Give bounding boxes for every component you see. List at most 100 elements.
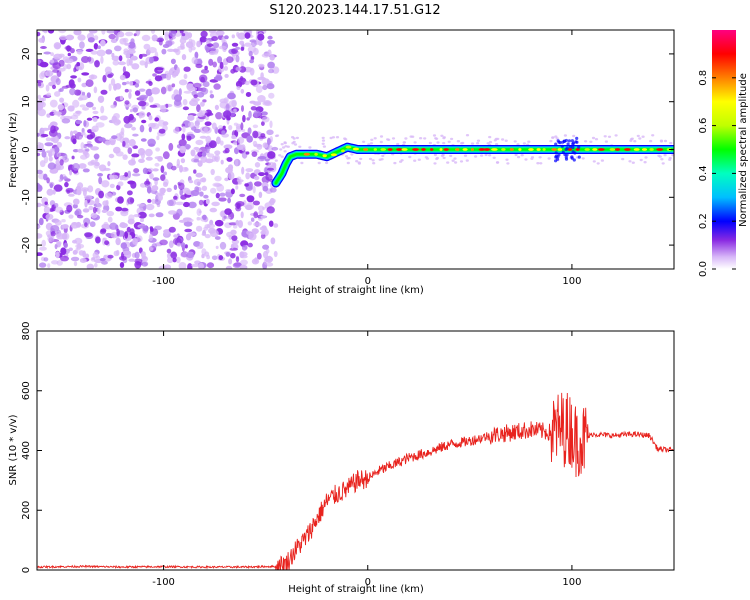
noise-speck <box>40 46 47 49</box>
band-speck <box>555 137 559 140</box>
noise-speck <box>77 148 84 153</box>
noise-speck <box>37 169 43 175</box>
noise-speck <box>131 153 140 158</box>
noise-speck <box>268 161 275 168</box>
band-speck <box>669 141 673 145</box>
band-speck <box>577 145 581 149</box>
noise-speck <box>190 149 196 157</box>
noise-speck <box>47 234 53 238</box>
noise-speck <box>136 235 143 242</box>
noise-speck <box>195 149 202 153</box>
noise-speck <box>85 79 94 87</box>
noise-speck <box>50 125 56 134</box>
band-speck <box>357 161 361 164</box>
noise-speck <box>206 223 215 229</box>
noise-speck <box>219 61 224 70</box>
noise-speck <box>235 66 242 72</box>
band-speck <box>465 134 470 137</box>
band-speck <box>362 140 366 143</box>
noise-speck <box>196 40 202 48</box>
noise-speck <box>237 136 245 144</box>
band-speck <box>566 142 570 146</box>
spectrogram-ylabel: Frequency (Hz) <box>8 112 19 188</box>
noise-speck <box>50 148 55 152</box>
band-speck <box>321 139 326 142</box>
noise-speck <box>255 85 263 94</box>
noise-speck <box>199 241 204 249</box>
x-tick-label: 0 <box>365 276 371 287</box>
noise-speck <box>154 75 163 82</box>
noise-speck <box>254 162 261 168</box>
signal-hotspot <box>430 148 434 151</box>
noise-speck <box>228 222 238 226</box>
band-speck <box>488 140 493 144</box>
noise-speck <box>81 91 86 96</box>
noise-speck <box>141 261 148 267</box>
noise-speck <box>79 95 88 101</box>
noise-speck <box>101 260 108 265</box>
noise-speck <box>94 262 98 268</box>
noise-speck <box>117 31 125 38</box>
noise-speck <box>54 219 62 226</box>
noise-speck <box>235 219 240 226</box>
noise-speck <box>171 165 177 171</box>
noise-speck <box>147 138 156 147</box>
noise-speck <box>115 119 122 125</box>
noise-speck <box>211 122 217 130</box>
noise-speck <box>182 98 188 106</box>
noise-speck <box>214 150 221 156</box>
band-speck <box>298 145 302 148</box>
noise-speck <box>183 221 193 227</box>
noise-speck <box>249 59 255 64</box>
band-speck <box>568 145 573 149</box>
noise-speck <box>94 198 99 204</box>
band-speck <box>554 159 558 163</box>
noise-speck <box>44 201 48 205</box>
noise-speck <box>235 46 241 50</box>
band-speck <box>368 157 373 161</box>
noise-speck <box>107 74 113 79</box>
band-speck <box>584 140 588 143</box>
noise-speck <box>224 208 232 216</box>
noise-speck <box>200 101 205 107</box>
noise-speck <box>211 201 220 207</box>
noise-speck <box>260 233 266 239</box>
noise-speck <box>174 126 180 134</box>
noise-speck <box>41 239 46 247</box>
noise-speck <box>215 192 220 199</box>
noise-speck <box>159 239 168 246</box>
noise-speck <box>190 189 200 197</box>
noise-speck <box>225 265 233 269</box>
noise-speck <box>124 88 129 93</box>
noise-speck <box>157 156 164 162</box>
band-speck <box>331 136 336 139</box>
noise-speck <box>95 236 101 244</box>
noise-speck <box>139 94 149 99</box>
noise-speck <box>53 146 60 154</box>
band-speck <box>350 153 354 156</box>
signal-hotspot <box>575 148 580 151</box>
noise-speck <box>188 121 195 128</box>
signal-hotspot <box>542 148 546 151</box>
noise-speck <box>37 202 40 208</box>
noise-speck <box>152 73 157 77</box>
noise-speck <box>268 92 275 99</box>
band-speck <box>371 159 375 162</box>
noise-speck <box>183 90 192 94</box>
noise-speck <box>56 151 61 158</box>
band-speck <box>436 141 440 144</box>
band-speck <box>344 138 348 141</box>
noise-speck <box>93 86 98 94</box>
noise-speck <box>148 233 153 242</box>
noise-speck <box>180 36 188 40</box>
signal-hotspot <box>615 148 620 151</box>
band-speck <box>577 155 581 159</box>
band-speck <box>292 140 296 144</box>
band-speck <box>644 156 648 159</box>
noise-speck <box>197 160 203 167</box>
colorbar-label: Normalized spectral amplitude <box>738 73 749 227</box>
noise-speck <box>247 242 253 248</box>
noise-speck <box>204 121 212 126</box>
band-speck <box>574 140 578 144</box>
signal-hotspot <box>322 154 327 158</box>
